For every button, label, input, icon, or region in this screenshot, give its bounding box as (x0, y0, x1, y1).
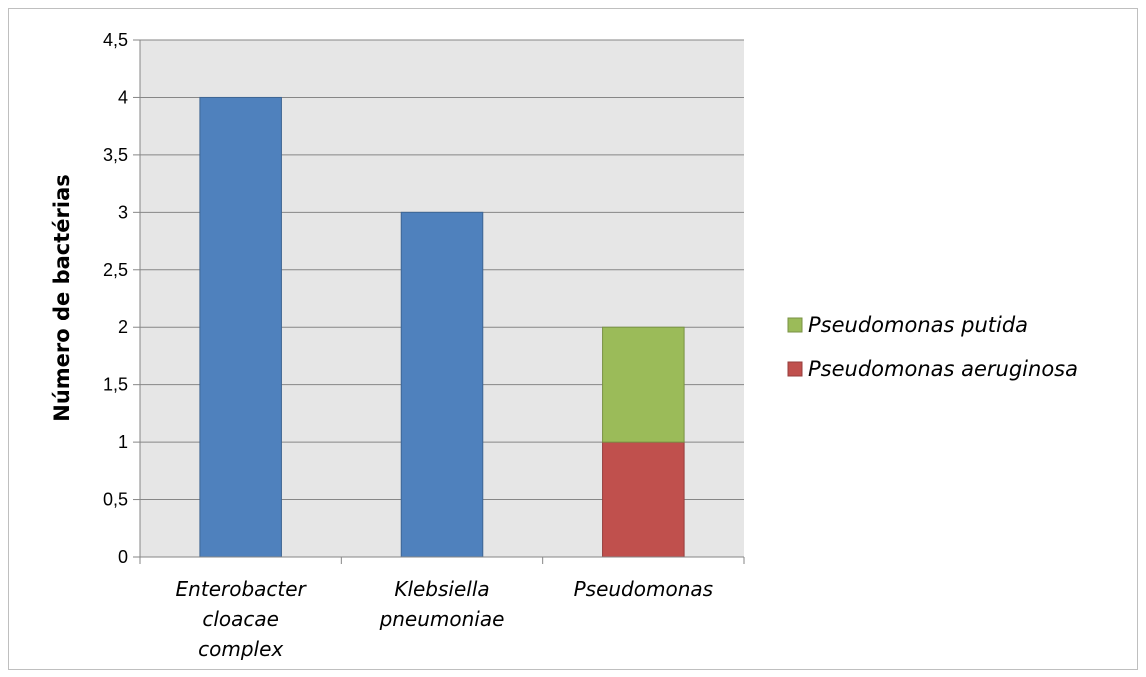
legend-swatch (787, 317, 803, 333)
y-tick-label: 2 (118, 317, 128, 337)
y-tick-label: 4 (118, 87, 128, 107)
legend-label: Pseudomonas aeruginosa (808, 357, 1078, 381)
x-category-label-line: Enterobacter (176, 577, 308, 601)
x-category-label-line: pneumoniae (379, 607, 505, 631)
bars (199, 96, 685, 558)
y-tick-label: 4,5 (103, 30, 128, 50)
y-tick-label: 0,5 (103, 490, 128, 510)
x-category-label: Enterobacter cloacae complex (176, 577, 308, 661)
x-category-label: Pseudomonas (574, 577, 713, 601)
x-category-label-line: cloacae (202, 607, 279, 631)
y-tick-label: 3 (118, 202, 128, 222)
y-axis-label: Número de bactérias (50, 174, 74, 422)
y-tick-label: 0 (118, 547, 128, 567)
y-tick-label: 3,5 (103, 145, 128, 165)
bar-1-series-1 (199, 96, 282, 558)
x-category-label-line: complex (198, 637, 283, 661)
axes (139, 40, 745, 564)
legend-label: Pseudomonas putida (808, 313, 1028, 337)
x-axis-categories: Enterobacter cloacae complex Klebsiella pneu… (176, 577, 714, 661)
y-tick-label: 1,5 (103, 375, 128, 395)
legend-swatch (787, 361, 803, 377)
y-tick-label: 1 (118, 432, 128, 452)
bar-2-series-1 (400, 211, 484, 558)
x-category-label: Klebsiella pneumoniae (379, 577, 505, 631)
y-tick-label: 2,5 (103, 260, 128, 280)
x-category-label-line: Pseudomonas (574, 577, 713, 601)
bar-3-series-3 (602, 326, 685, 443)
legend: Pseudomonas putida Pseudomonas aeruginosa (787, 313, 1078, 381)
bar-3-series-2 (602, 441, 685, 558)
x-category-label-line: Klebsiella (394, 577, 489, 601)
y-axis-ticks: 0 0,5 1 1,5 2 2,5 3 3,5 4 4,5 (103, 30, 140, 567)
